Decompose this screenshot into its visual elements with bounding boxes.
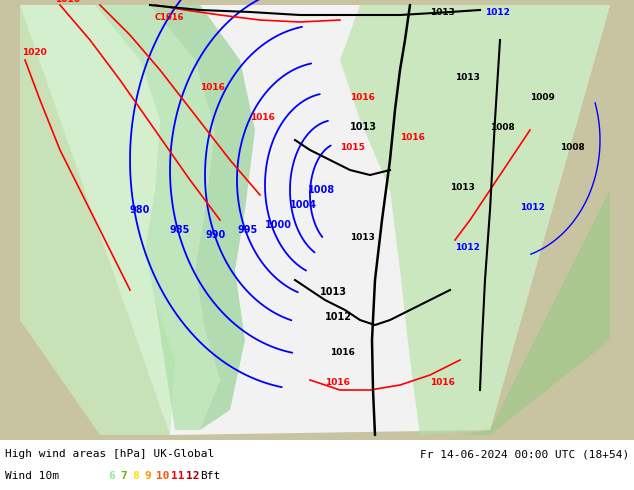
Text: 1008: 1008 [308, 185, 335, 195]
Text: Bft: Bft [200, 471, 220, 481]
Text: 7: 7 [120, 471, 127, 481]
Text: 995: 995 [237, 225, 257, 235]
Text: 1015: 1015 [340, 143, 365, 152]
Text: Fr 14-06-2024 00:00 UTC (18+54): Fr 14-06-2024 00:00 UTC (18+54) [420, 449, 629, 459]
Text: 1013: 1013 [450, 183, 475, 192]
Text: 1013: 1013 [430, 8, 455, 17]
Text: 1016: 1016 [325, 378, 350, 387]
Text: 6: 6 [108, 471, 115, 481]
Text: 1012: 1012 [485, 8, 510, 17]
Text: 990: 990 [205, 230, 225, 240]
Text: 1016: 1016 [430, 378, 455, 387]
Text: 1013: 1013 [350, 233, 375, 242]
Text: 10: 10 [156, 471, 169, 481]
Text: 1016: 1016 [200, 83, 225, 92]
Text: 1012: 1012 [325, 312, 352, 322]
Text: 11: 11 [171, 471, 184, 481]
Text: 1013: 1013 [455, 73, 480, 82]
Text: 1020: 1020 [22, 48, 47, 57]
Text: 1013: 1013 [350, 122, 377, 132]
Text: 1008: 1008 [490, 123, 515, 132]
Text: 9: 9 [144, 471, 151, 481]
Text: 12: 12 [186, 471, 200, 481]
Text: 1012: 1012 [455, 243, 480, 252]
Polygon shape [150, 5, 255, 430]
Text: 1016: 1016 [55, 0, 80, 4]
Text: 1016: 1016 [330, 348, 355, 357]
Polygon shape [20, 5, 175, 435]
Polygon shape [20, 5, 610, 435]
Text: 985: 985 [170, 225, 190, 235]
Text: 980: 980 [130, 205, 150, 215]
Text: 8: 8 [132, 471, 139, 481]
Text: 1000: 1000 [265, 220, 292, 230]
Text: 1012: 1012 [520, 203, 545, 212]
Text: 1016: 1016 [250, 113, 275, 122]
Text: 1013: 1013 [320, 287, 347, 297]
Text: C1016: C1016 [155, 13, 184, 22]
Text: 1016: 1016 [350, 93, 375, 102]
Text: High wind areas [hPa] UK-Global: High wind areas [hPa] UK-Global [5, 449, 214, 459]
Polygon shape [95, 5, 220, 430]
Polygon shape [460, 190, 610, 435]
Text: 1008: 1008 [560, 143, 585, 152]
Text: 1009: 1009 [530, 93, 555, 102]
Text: 1004: 1004 [290, 200, 317, 210]
Polygon shape [340, 5, 610, 435]
Text: 1016: 1016 [400, 133, 425, 142]
Text: Wind 10m: Wind 10m [5, 471, 59, 481]
